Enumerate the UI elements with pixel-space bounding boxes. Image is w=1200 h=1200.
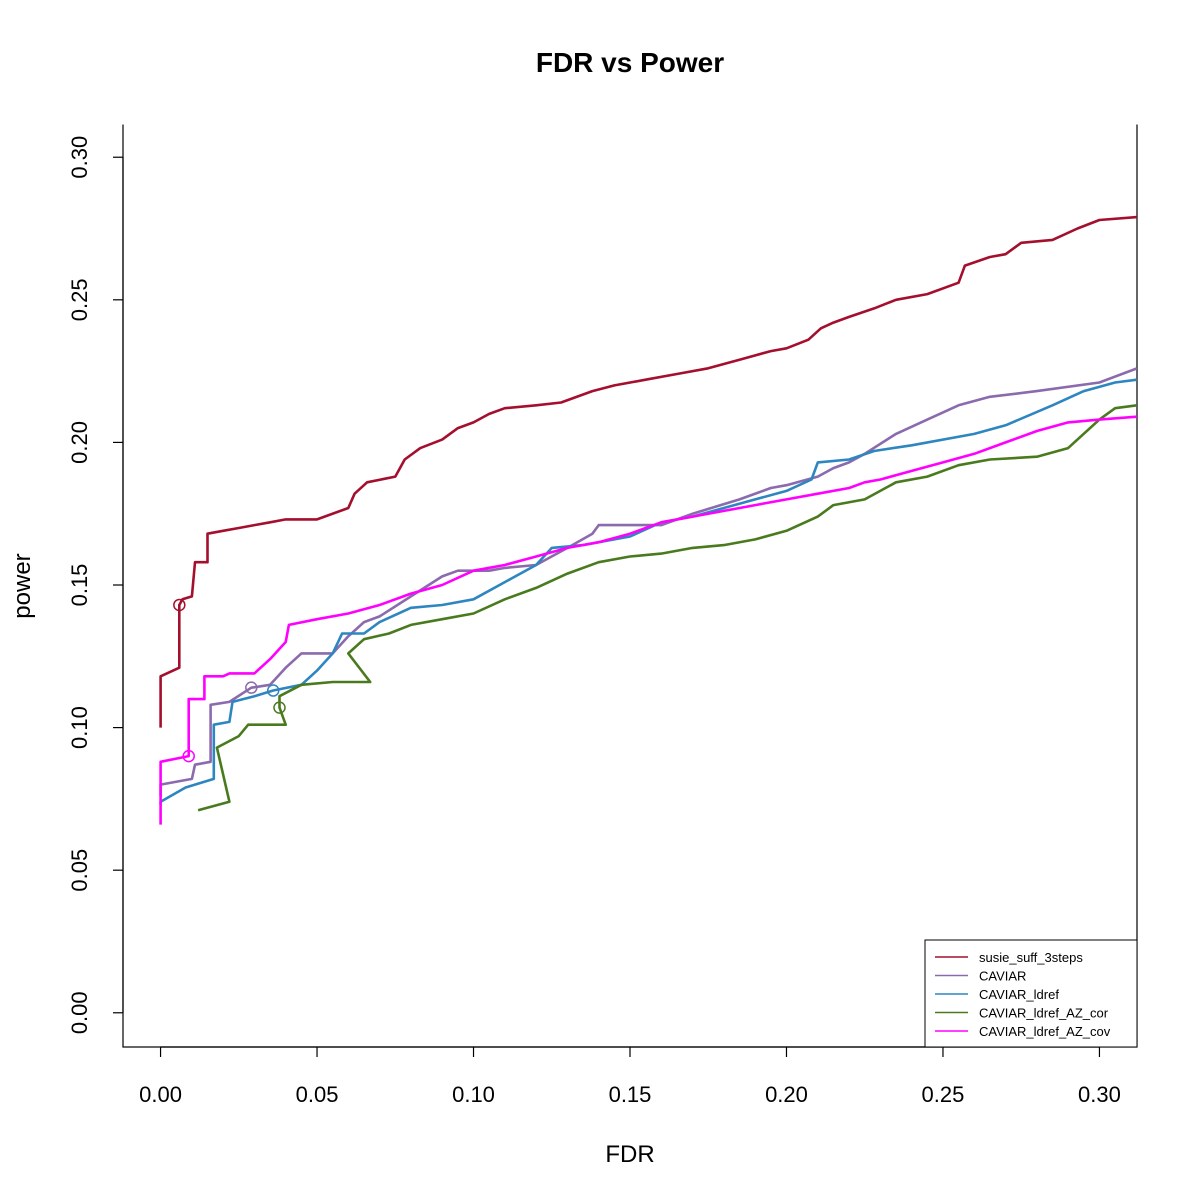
legend-label-CAVIAR_ldref_AZ_cov: CAVIAR_ldref_AZ_cov [979,1024,1111,1039]
x-axis-label: FDR [605,1141,654,1168]
series-marker-CAVIAR [245,681,258,694]
series-layer [159,215,1137,825]
y-tick-label: 0.20 [67,421,92,464]
x-tick-label: 0.10 [452,1082,495,1107]
x-tick-label: 0.15 [609,1082,652,1107]
y-tick-label: 0.15 [67,564,92,607]
y-tick-label: 0.30 [67,136,92,179]
x-tick-label: 0.30 [1078,1082,1121,1107]
y-tick-label: 0.00 [67,991,92,1034]
series-line-susie_suff_3steps [159,215,1137,728]
marker-layer [173,598,286,763]
series-marker-CAVIAR_ldref_AZ_cor [273,701,286,714]
legend-label-CAVIAR_ldref: CAVIAR_ldref [979,987,1059,1002]
x-tick-label: 0.25 [922,1082,965,1107]
y-axis-label: power [9,553,36,618]
y-tick-label: 0.25 [67,278,92,321]
legend-label-CAVIAR: CAVIAR [979,969,1026,984]
legend-label-CAVIAR_ldref_AZ_cor: CAVIAR_ldref_AZ_cor [979,1006,1109,1021]
series-marker-susie_suff_3steps [173,598,186,612]
chart-title: FDR vs Power [536,47,724,78]
series-line-CAVIAR_ldref_AZ_cov [159,415,1137,825]
x-tick-label: 0.20 [765,1082,808,1107]
series-marker-CAVIAR_ldref [266,684,280,697]
series-line-CAVIAR [159,367,1137,796]
legend-label-susie_suff_3steps: susie_suff_3steps [979,950,1083,965]
series-line-CAVIAR_ldref_AZ_cor [197,404,1137,812]
y-axis: 0.00 0.05 0.10 0.15 0.20 0.25 0.30 [67,136,124,1034]
series-marker-CAVIAR_ldref_AZ_cov [182,749,195,763]
x-tick-label: 0.05 [296,1082,339,1107]
legend: susie_suff_3steps CAVIAR CAVIAR_ldref CAVIA… [924,939,1138,1048]
series-line-CAVIAR_ldref [159,378,1137,805]
y-tick-label: 0.10 [67,706,92,749]
x-tick-label: 0.00 [139,1082,182,1107]
y-tick-label: 0.05 [67,849,92,892]
